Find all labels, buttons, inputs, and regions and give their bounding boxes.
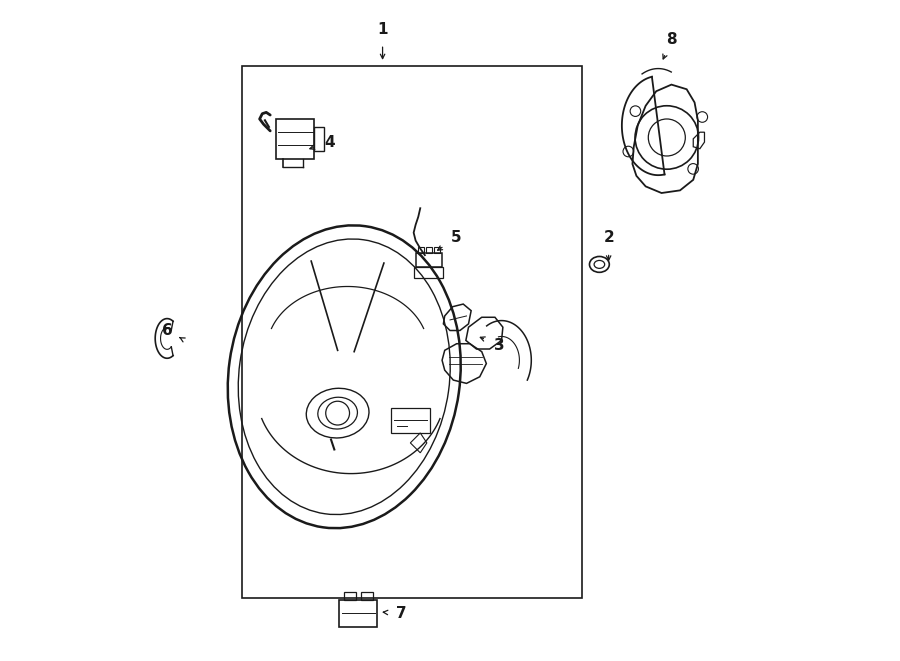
Text: 7: 7 bbox=[396, 606, 407, 621]
Text: 4: 4 bbox=[324, 135, 335, 149]
Bar bbox=[339, 600, 377, 627]
Bar bbox=[418, 247, 424, 253]
Bar bbox=[344, 592, 356, 600]
Text: 6: 6 bbox=[162, 323, 173, 338]
Bar bbox=[434, 247, 440, 253]
Text: 8: 8 bbox=[666, 32, 677, 47]
Bar bbox=[391, 408, 430, 433]
Text: 2: 2 bbox=[603, 231, 614, 245]
Bar bbox=[427, 247, 432, 253]
Text: 5: 5 bbox=[451, 231, 462, 245]
Bar bbox=[416, 253, 442, 267]
Bar bbox=[361, 592, 373, 600]
Bar bbox=[276, 119, 314, 159]
Text: 1: 1 bbox=[377, 22, 388, 37]
Bar bbox=[414, 267, 444, 278]
Bar bbox=[242, 66, 582, 598]
Text: 3: 3 bbox=[494, 338, 505, 352]
Bar bbox=[314, 127, 324, 151]
